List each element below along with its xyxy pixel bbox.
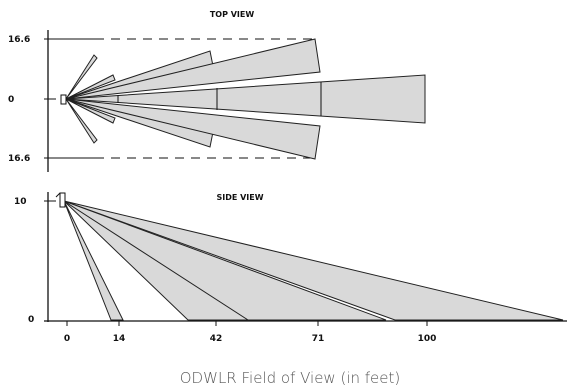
top-beam-near-upper xyxy=(65,54,98,100)
top-view: TOP VIEW 16.6 0 16.6 xyxy=(8,10,426,172)
top-y-tick-label-upper: 16.6 xyxy=(8,35,30,45)
top-beam-near-lower xyxy=(65,98,98,144)
side-view-title: SIDE VIEW xyxy=(216,193,263,202)
top-y-tick-label-center: 0 xyxy=(8,95,14,105)
top-beam-long-lower xyxy=(65,98,321,160)
top-view-title: TOP VIEW xyxy=(210,10,255,19)
side-sensor-bracket xyxy=(55,192,61,198)
top-beam-short-upper xyxy=(65,74,116,100)
top-sensor-icon xyxy=(60,94,67,105)
top-beam-short-lower xyxy=(65,98,116,124)
side-y-tick-label-10: 10 xyxy=(14,197,27,207)
side-beam-near xyxy=(63,200,124,321)
side-x-tick-label-0: 0 xyxy=(64,334,70,344)
top-beam-long-upper xyxy=(65,38,321,100)
side-x-tick-label-42: 42 xyxy=(210,334,223,344)
top-y-tick-label-lower: 16.6 xyxy=(8,154,30,164)
side-beam-far xyxy=(63,200,564,321)
side-x-tick-label-71: 71 xyxy=(312,334,325,344)
side-x-tick-label-14: 14 xyxy=(113,334,126,344)
top-beam-center xyxy=(65,74,426,124)
side-x-tick-label-100: 100 xyxy=(418,334,437,344)
side-y-tick-label-0: 0 xyxy=(28,315,34,325)
side-beam-mid xyxy=(63,200,250,321)
side-sensor-icon xyxy=(59,192,66,208)
side-view: SIDE VIEW 10 0 0 14 42 71 100 xyxy=(14,192,567,344)
diagram-caption: ODWLR Field of View (in feet) xyxy=(180,369,400,387)
